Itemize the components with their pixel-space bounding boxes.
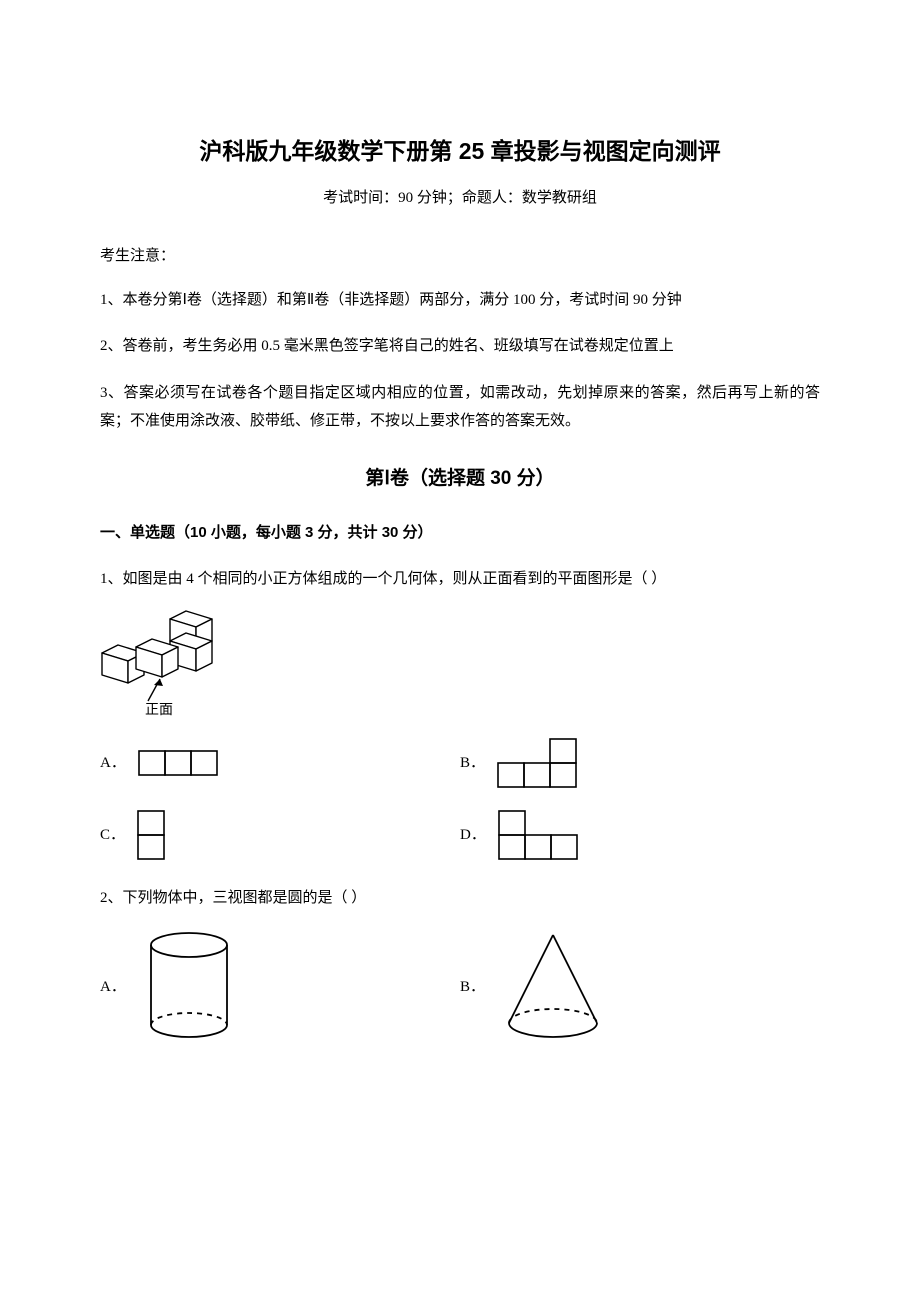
q2-choice-A-fig <box>134 927 244 1047</box>
q1-choice-B-fig <box>493 734 593 792</box>
q1-choice-D-fig <box>494 806 594 864</box>
page-title: 沪科版九年级数学下册第 25 章投影与视图定向测评 <box>100 130 820 174</box>
front-view-label: 正面 <box>145 703 173 718</box>
q2-choice-B-fig <box>493 927 613 1047</box>
notice-heading: 考生注意： <box>100 242 820 271</box>
q1-figure: 正面 <box>100 609 820 719</box>
q1-choice-B-label: B． <box>460 749 485 778</box>
section-1-heading: 第Ⅰ卷（选择题 30 分） <box>100 461 820 497</box>
block-1-heading: 一、单选题（10 小题，每小题 3 分，共计 30 分） <box>100 519 820 548</box>
q2-text: 2、下列物体中，三视图都是圆的是（ ） <box>100 884 820 913</box>
notice-item-2: 2、答卷前，考生务必用 0.5 毫米黑色签字笔将自己的姓名、班级填写在试卷规定位… <box>100 332 820 361</box>
page-subtitle: 考试时间：90 分钟；命题人：数学教研组 <box>100 184 820 213</box>
q2-choice-A-label: A． <box>100 973 126 1002</box>
q1-text: 1、如图是由 4 个相同的小正方体组成的一个几何体，则从正面看到的平面图形是（ … <box>100 565 820 594</box>
q1-choice-C-label: C． <box>100 821 125 850</box>
notice-item-1: 1、本卷分第Ⅰ卷（选择题）和第Ⅱ卷（非选择题）两部分，满分 100 分，考试时间… <box>100 286 820 315</box>
q1-choice-A-label: A． <box>100 749 126 778</box>
q1-choice-C-fig <box>133 806 173 864</box>
notice-item-3: 3、答案必须写在试卷各个题目指定区域内相应的位置，如需改动，先划掉原来的答案，然… <box>100 379 820 436</box>
q1-choice-A-fig <box>134 746 224 780</box>
q2-choice-B-label: B． <box>460 973 485 1002</box>
q1-choice-D-label: D． <box>460 821 486 850</box>
